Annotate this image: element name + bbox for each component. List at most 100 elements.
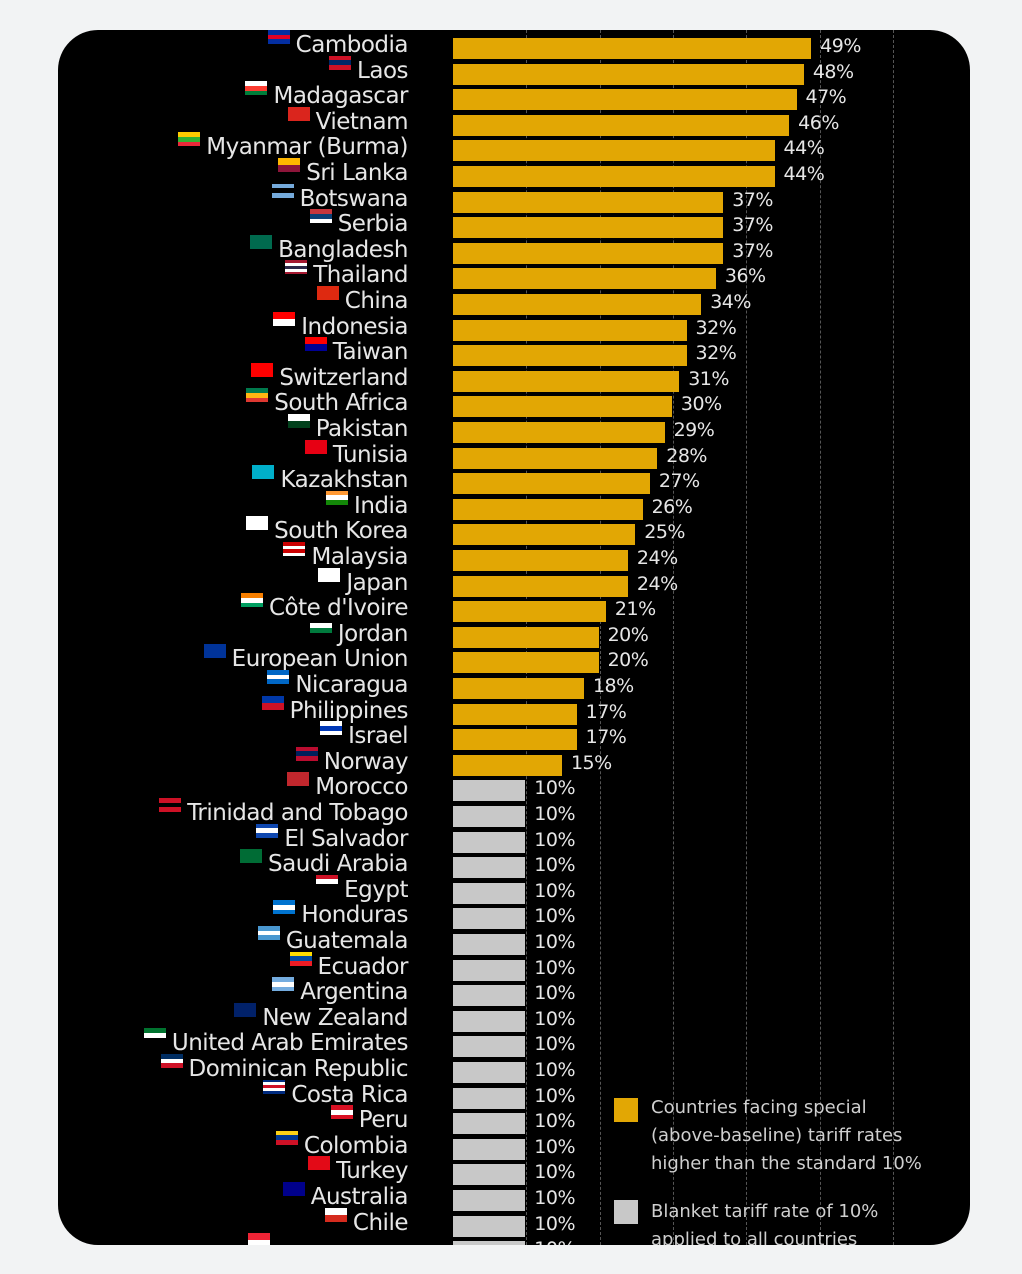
bar-row: United Arab Emirates 10%	[58, 1028, 970, 1059]
bar-row: Jordan 20%	[58, 618, 970, 650]
value-label: 10%	[534, 1135, 576, 1158]
bar	[453, 754, 562, 776]
bar-row: Taiwan 32%	[58, 337, 970, 368]
bar-row: Côte d'Ivoire 21%	[58, 593, 970, 624]
value-label: 37%	[732, 188, 773, 211]
bar-row: El Salvador 10%	[58, 823, 970, 855]
value-label: 30%	[680, 393, 722, 416]
value-label: 10%	[534, 1033, 576, 1056]
bar-row: Japan 24%	[58, 567, 970, 599]
value-label: 24%	[636, 572, 678, 595]
bar-row: Cambodia 49%	[58, 30, 970, 61]
flag-icon	[318, 567, 341, 582]
bar	[453, 678, 584, 699]
flag-icon	[330, 1105, 353, 1120]
country-label: Australia	[310, 1184, 409, 1210]
flag-icon	[287, 772, 310, 787]
bar	[453, 1010, 526, 1032]
flag-icon	[329, 55, 352, 70]
bar	[453, 319, 687, 341]
country-label: Côte d'Ivoire	[269, 595, 409, 622]
value-label: 10%	[534, 931, 576, 953]
value-label: 36%	[724, 265, 766, 288]
country-label: Myanmar (Burma)	[206, 134, 408, 161]
bar	[453, 550, 628, 571]
bar-row: Egypt 10%	[58, 874, 970, 906]
value-label: 21%	[614, 598, 656, 621]
bar	[453, 1215, 526, 1237]
bar-row: Tunisia 28%	[58, 439, 970, 471]
country-label: Egypt	[344, 876, 408, 903]
value-label: 15%	[570, 751, 612, 774]
flag-icon	[271, 183, 294, 198]
bar-row: Peru 10%	[58, 1105, 970, 1136]
flag-icon	[246, 516, 269, 531]
value-label: 10%	[534, 828, 576, 851]
country-label: Taiwan	[332, 339, 409, 366]
flag-icon	[272, 977, 295, 992]
country-label: Ecuador	[317, 953, 409, 980]
bar	[453, 191, 724, 213]
bar-row: Myanmar (Burma) 44%	[58, 132, 970, 163]
value-label: 17%	[585, 726, 627, 749]
bar	[453, 882, 526, 904]
bar	[453, 934, 526, 955]
value-label: 17%	[585, 700, 627, 723]
value-label: 10%	[534, 1212, 576, 1235]
bar	[453, 601, 606, 623]
country-label: United Arab Emirates	[171, 1030, 409, 1057]
gridline	[599, 30, 601, 1245]
value-label: 10%	[534, 1238, 575, 1245]
flag-icon	[316, 286, 339, 300]
bar	[453, 1164, 526, 1186]
legend-line: Countries facing special	[651, 1097, 867, 1118]
value-label: 10%	[534, 1059, 576, 1081]
value-label: 29%	[673, 419, 715, 441]
value-label: 37%	[732, 239, 773, 262]
country-label: New Zealand	[262, 1004, 408, 1031]
bar	[453, 1036, 526, 1058]
country-label: Serbia	[337, 211, 409, 238]
bar	[453, 524, 636, 546]
flag-icon	[295, 746, 318, 761]
country-label: Israel	[348, 723, 408, 750]
country-label: Japan	[346, 569, 408, 596]
country-label: India	[354, 492, 408, 519]
flag-icon	[283, 542, 306, 556]
value-label: 34%	[710, 291, 751, 313]
bar	[453, 268, 716, 290]
country-label: Botswana	[299, 185, 409, 212]
bar-row: Honduras 10%	[58, 900, 970, 931]
value-label: 20%	[607, 623, 649, 646]
bar	[453, 1087, 526, 1109]
country-label: Morocco	[315, 774, 408, 801]
bar	[453, 985, 526, 1007]
bar-row: Costa Rica 10%	[58, 1079, 970, 1111]
bar	[453, 857, 526, 879]
bar	[453, 575, 628, 597]
flag-icon	[273, 311, 296, 326]
value-label: 44%	[783, 137, 825, 160]
country-label: Norway	[323, 748, 409, 775]
bar	[453, 498, 643, 520]
bar-row: Saudi Arabia 10%	[58, 849, 970, 880]
bar-row: European Union 20%	[58, 644, 970, 675]
bar-row: Switzerland 31%	[58, 362, 970, 394]
country-label: El Salvador	[284, 825, 408, 852]
bar	[453, 217, 724, 239]
value-label: 10%	[534, 1161, 576, 1184]
flag-icon	[160, 1054, 183, 1069]
bar-row: India 26%	[58, 490, 970, 522]
value-label: 10%	[534, 1084, 576, 1107]
flag-icon	[159, 798, 182, 813]
bar-row: Chile 10%	[58, 1207, 970, 1239]
flag-icon	[234, 1002, 257, 1017]
bar	[453, 114, 790, 136]
bar-row: Serbia 37%	[58, 209, 970, 240]
country-label: Jordan	[337, 620, 409, 647]
flag-icon	[263, 1079, 286, 1094]
bar-row: Argentina 10%	[58, 977, 970, 1008]
flag-icon	[289, 951, 312, 966]
country-label: Malaysia	[311, 544, 408, 570]
gridline	[746, 30, 748, 1245]
